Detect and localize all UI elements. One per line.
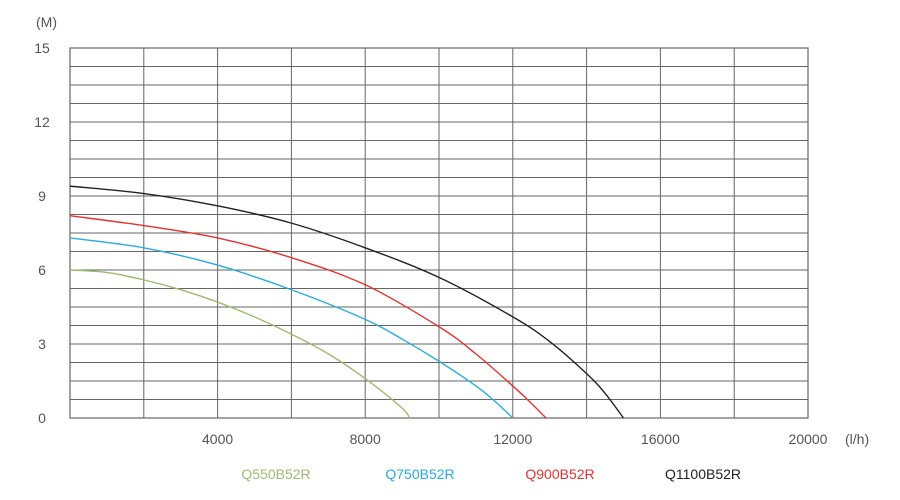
y-tick-label: 12 — [34, 114, 50, 130]
x-tick-label: 8000 — [350, 431, 381, 447]
legend-item-q750b52r: Q750B52R — [385, 466, 454, 482]
y-tick-label: 9 — [38, 188, 46, 204]
y-tick-label: 0 — [38, 410, 46, 426]
y-tick-label: 15 — [34, 40, 50, 56]
curves — [69, 185, 625, 419]
y-tick-label: 6 — [38, 262, 46, 278]
y-axis-label: (M) — [36, 14, 57, 30]
legend-item-q900b52r: Q900B52R — [525, 466, 594, 482]
x-axis-label: (l/h) — [845, 431, 869, 447]
legend: Q550B52R Q750B52R Q900B52R Q1100B52R — [241, 466, 741, 482]
grid — [69, 47, 809, 419]
series-line-q900b52r — [69, 215, 547, 419]
tick-labels: 0 3 6 9 12 15 4000 8000 12000 16000 20000 — [34, 40, 827, 447]
x-tick-label: 16000 — [641, 431, 680, 447]
series-line-q1100b52r — [69, 185, 625, 419]
x-tick-label: 12000 — [493, 431, 532, 447]
legend-item-q1100b52r: Q1100B52R — [665, 466, 741, 482]
series-line-q550b52r — [69, 269, 411, 419]
y-tick-label: 3 — [38, 336, 46, 352]
x-tick-label: 4000 — [202, 431, 233, 447]
series-line-q750b52r — [69, 237, 514, 419]
x-tick-label: 20000 — [789, 431, 828, 447]
legend-item-q550b52r: Q550B52R — [241, 466, 310, 482]
